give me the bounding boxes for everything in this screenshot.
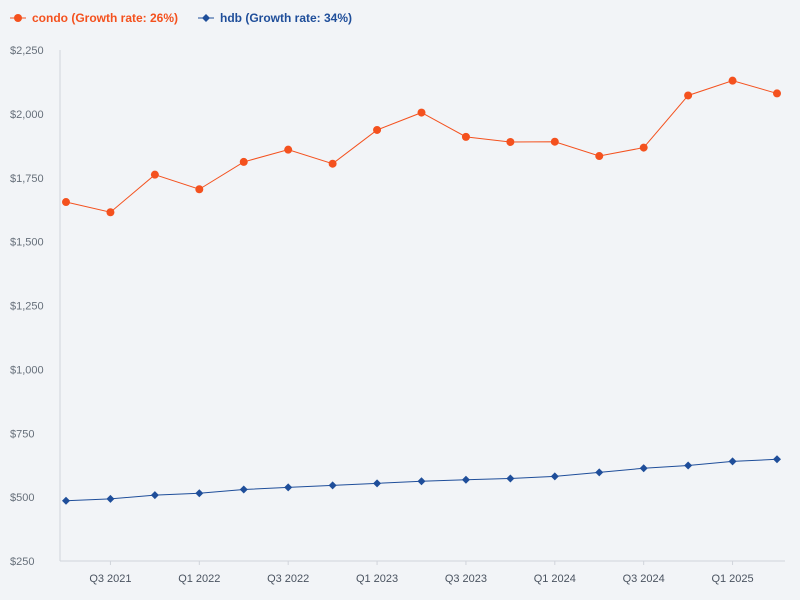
data-point[interactable]: Q1 2024: 1891 [550, 137, 559, 146]
data-point[interactable]: Q4 2021: 508 [150, 491, 159, 500]
y-tick-label: $500 [10, 492, 34, 504]
diamond-marker-icon [198, 14, 215, 22]
legend-item-condo[interactable]: condo (Growth rate: 26%) [10, 11, 178, 25]
data-point[interactable]: Q2 2024: 597 [595, 468, 604, 477]
data-point[interactable]: Q2 2022: 530 [239, 485, 248, 494]
data-point[interactable]: Q1 2023: 1937 [373, 125, 382, 134]
data-point[interactable]: Q2 2023: 2005 [417, 108, 426, 117]
data-point[interactable]: Q3 2021: 1615 [106, 208, 115, 217]
x-tick-label: Q3 2024 [623, 573, 665, 585]
data-point[interactable]: Q2 2024: 1835 [595, 152, 604, 161]
data-point[interactable]: Q4 2021: 1762 [150, 170, 159, 179]
series-line-condo [65, 80, 778, 213]
data-point[interactable]: Q1 2022: 515 [195, 489, 204, 498]
data-point[interactable]: Q1 2024: 581 [550, 472, 559, 481]
y-tick-label: $1,500 [10, 237, 44, 249]
data-point[interactable]: Q3 2022: 538 [284, 483, 293, 492]
data-point[interactable]: Q4 2024: 2072 [684, 91, 693, 100]
x-tick-label: Q3 2023 [445, 573, 487, 585]
y-tick-label: $1,250 [10, 301, 44, 313]
y-tick-label: $750 [10, 428, 34, 440]
x-tick-label: Q3 2022 [267, 573, 309, 585]
data-point[interactable]: Q2 2025: 2080 [773, 89, 781, 98]
circle-marker-icon [10, 14, 26, 22]
legend: condo (Growth rate: 26%) hdb (Growth rate… [10, 8, 352, 28]
x-tick-label: Q1 2022 [178, 573, 220, 585]
y-tick-label: $1,000 [10, 364, 44, 376]
data-point[interactable]: Q1 2025: 640 [728, 457, 737, 466]
y-tick-label: $2,000 [10, 109, 44, 121]
legend-label: condo (Growth rate: 26%) [32, 11, 179, 25]
legend-item-hdb[interactable]: hdb (Growth rate: 34%) [198, 11, 352, 25]
data-point[interactable]: Q2 2022: 1812 [239, 157, 248, 166]
data-point[interactable]: Q3 2022: 1860 [284, 145, 293, 154]
x-tick-label: Q1 2023 [356, 573, 398, 585]
data-point[interactable]: Q2 2021: 486 [62, 496, 70, 505]
data-point[interactable]: Q4 2024: 624 [684, 461, 693, 470]
y-tick-label: $1,750 [10, 173, 44, 185]
x-tick-label: Q1 2025 [711, 573, 753, 585]
data-point[interactable]: Q4 2023: 573 [506, 474, 515, 483]
data-point[interactable]: Q1 2022: 1705 [195, 185, 204, 194]
data-point[interactable]: Q2 2021: 1655 [62, 198, 70, 207]
data-point[interactable]: Q2 2023: 562 [417, 477, 426, 486]
data-point[interactable]: Q4 2022: 546 [328, 481, 337, 490]
legend-label: hdb (Growth rate: 34%) [220, 11, 353, 25]
y-tick-label: $2,250 [10, 45, 44, 57]
x-tick-label: Q3 2021 [89, 573, 131, 585]
data-point[interactable]: Q2 2025: 648 [773, 455, 781, 464]
y-tick-label: $250 [10, 556, 34, 568]
data-point[interactable]: Q1 2025: 2130 [728, 76, 737, 85]
data-point[interactable]: Q3 2024: 613 [639, 464, 648, 473]
data-point[interactable]: Q3 2023: 568 [461, 475, 470, 484]
data-point[interactable]: Q1 2023: 554 [373, 479, 382, 488]
data-point[interactable]: Q3 2021: 493 [106, 494, 115, 503]
data-point[interactable]: Q3 2023: 1910 [461, 132, 470, 141]
x-tick-label: Q1 2024 [534, 573, 576, 585]
data-point[interactable]: Q4 2023: 1890 [506, 137, 515, 146]
data-point[interactable]: Q3 2024: 1868 [639, 143, 648, 152]
data-point[interactable]: Q4 2022: 1805 [328, 159, 337, 168]
